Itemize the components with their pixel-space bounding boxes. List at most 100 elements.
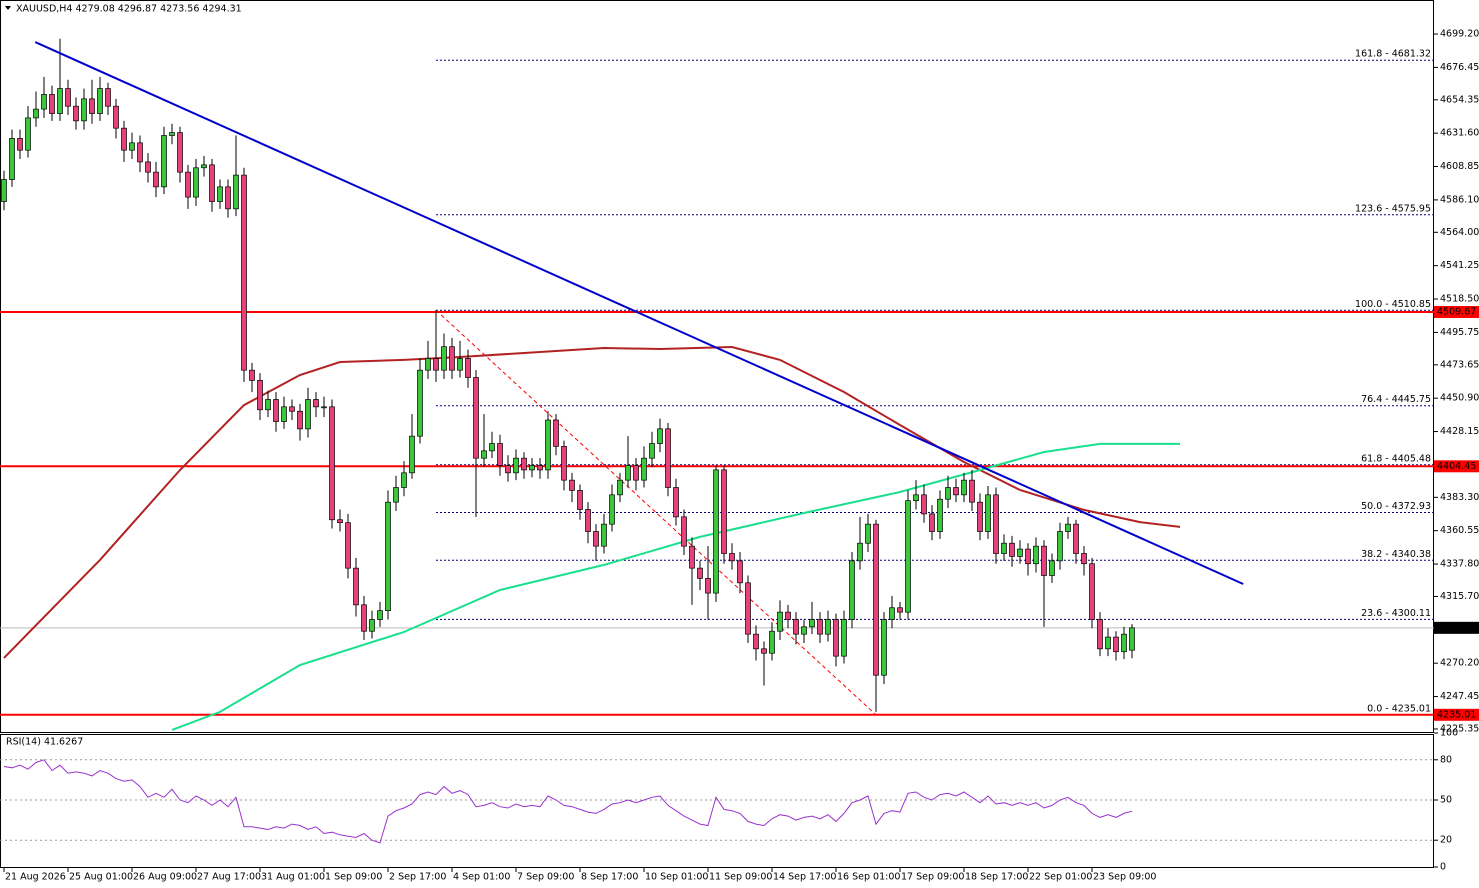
x-tick-label: 18 Sep 17:00 [965,872,1028,883]
trendline [34,41,1244,585]
price-box-label: 4509.67 [1437,306,1476,317]
x-tick-label: 26 Aug 09:00 [133,872,197,883]
y-tick-label: 4586.10 [1440,194,1479,205]
fib-anchor [435,309,877,716]
x-tick-label: 2 Sep 17:00 [389,872,446,883]
candle-body [329,406,335,521]
fib-label: 50.0 - 4372.93 [1361,501,1431,512]
candle-body [689,545,695,569]
candle-body [521,457,527,471]
candle-body [913,494,919,502]
y-tick-label: 4473.65 [1440,359,1479,370]
rsi-tick-label: 80 [1440,754,1452,765]
candle-body [937,498,943,532]
candle-body [1057,531,1063,562]
y-tick-label: 4337.80 [1440,559,1479,570]
y-tick-label: 4495.75 [1440,327,1479,338]
candle-body [481,450,487,459]
candle-body [265,399,271,411]
candle-body [417,369,423,437]
fib-label: 100.0 - 4510.85 [1355,299,1431,310]
candle-body [1017,548,1023,557]
candle-body [441,346,447,371]
candle-body [617,479,623,496]
candle-body [345,522,351,569]
candle-body [865,523,871,544]
rsi-tick-label: 20 [1440,835,1452,846]
candle-body [281,406,287,422]
candle-body [385,501,391,612]
y-tick-label: 4428.15 [1440,426,1479,437]
y-tick-label: 4360.55 [1440,525,1479,536]
candle-body [761,648,767,654]
candle-body [457,358,463,371]
candle-body [713,469,719,594]
fib-label: 76.4 - 4445.75 [1361,394,1431,405]
y-tick-label: 4247.45 [1440,691,1479,702]
candle-body [529,465,535,471]
price-box [1434,460,1479,473]
candle-body [1,179,7,202]
x-tick-label: 11 Sep 09:00 [709,872,772,883]
candle-body [129,142,135,151]
candle-body [489,443,495,452]
candle-body [985,494,991,532]
candle-body [169,132,175,136]
candle-body [649,443,655,459]
candle-body [641,457,647,481]
x-tick-label: 1 Sep 09:00 [325,872,382,883]
candle-body [1025,548,1031,565]
candle-body [609,494,615,525]
candle-body [361,604,367,632]
candle-body [569,479,575,491]
candle-body [873,523,879,676]
candle-body [793,619,799,635]
y-tick-label: 4631.60 [1440,128,1479,139]
candle-body [1065,523,1071,532]
candle-body [505,465,511,474]
candle-body [745,582,751,635]
candle-body [17,138,23,151]
candle-body [289,406,295,412]
candle-body [1073,523,1079,554]
candle-body [977,501,983,532]
candle-body [497,443,503,466]
candle-body [905,500,911,613]
candle-body [705,578,711,594]
candle-body [833,619,839,657]
x-tick-label: 31 Aug 01:00 [261,872,325,883]
candle-body [889,607,895,620]
fib-label: 61.8 - 4405.48 [1361,453,1431,464]
candle-body [753,633,759,650]
candle-body [625,465,631,481]
candle-body [721,469,727,554]
current-price-box [1434,621,1479,634]
candle-body [881,619,887,676]
x-tick-label: 14 Sep 17:00 [773,872,836,883]
y-tick-label: 4699.20 [1440,29,1479,40]
candle-body [305,399,311,430]
candle-body [857,542,863,562]
candle-body [553,419,559,447]
candle-body [657,428,663,444]
candle-body [137,142,143,163]
y-tick-label: 4225.35 [1440,723,1479,734]
candle-body [1089,563,1095,620]
candle-body [961,479,967,496]
y-tick-label: 4270.20 [1440,658,1479,669]
y-tick-label: 4676.45 [1440,62,1479,73]
x-tick-label: 16 Sep 01:00 [837,872,900,883]
x-tick-label: 10 Sep 01:00 [645,872,708,883]
candle-body [817,619,823,635]
rsi-tick-label: 50 [1440,795,1452,806]
main-panel [0,0,1434,733]
candle-body [841,619,847,657]
candle-body [105,88,111,107]
x-tick-label: 22 Sep 01:00 [1029,872,1092,883]
moving-average [171,442,1180,731]
candle-body [537,465,543,471]
candle-body [945,487,951,500]
candle-body [577,490,583,510]
candle-body [257,380,263,411]
rsi-tick-label: 100 [1440,728,1458,739]
